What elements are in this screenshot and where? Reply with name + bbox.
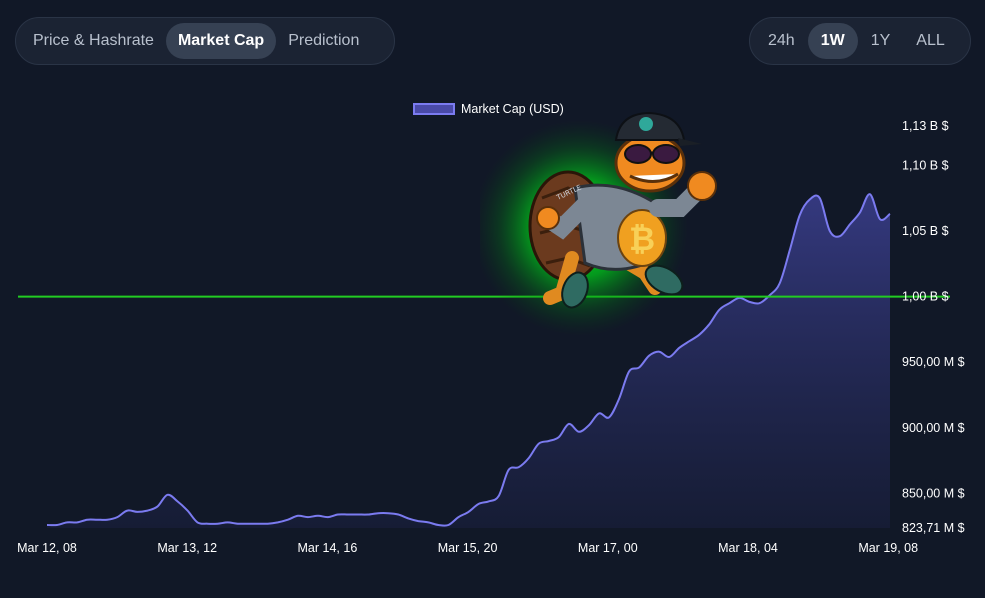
tab-market-cap[interactable]: Market Cap: [165, 23, 277, 59]
timeframe-24h[interactable]: 24h: [768, 32, 795, 49]
y-tick-label: 1,10 B $: [902, 158, 949, 172]
y-tick-label: 1,13 B $: [902, 119, 949, 133]
y-tick-label: 900,00 M $: [902, 421, 965, 435]
legend-label: Market Cap (USD): [461, 102, 564, 116]
market-cap-chart: 823,71 M $ 850,00 M $ 900,00 M $ 950,00 M $…: [17, 119, 965, 555]
y-tick-label: 850,00 M $: [902, 486, 965, 500]
y-tick-label: 823,71 M $: [902, 521, 965, 535]
legend-swatch: [413, 103, 455, 115]
x-tick-label: Mar 17, 00: [578, 541, 638, 555]
y-tick-label: 1,00 B $: [902, 290, 949, 304]
svg-text:₿: ₿: [629, 220, 655, 258]
x-tick-label: Mar 13, 12: [157, 541, 217, 555]
timeframe-tab-group: 24h 1W 1Y ALL: [749, 17, 971, 65]
market-cap-area: [47, 194, 890, 529]
x-tick-label: Mar 12, 08: [17, 541, 77, 555]
timeframe-1y[interactable]: 1Y: [870, 32, 891, 49]
timeframe-1w[interactable]: 1W: [807, 23, 858, 59]
y-tick-label: 950,00 M $: [902, 355, 965, 369]
turtle-mascot-icon: ₿ TURTLE: [480, 111, 717, 336]
x-tick-label: Mar 14, 16: [298, 541, 358, 555]
timeframe-all[interactable]: ALL: [916, 32, 945, 49]
tab-prediction[interactable]: Prediction: [288, 32, 360, 49]
chart-legend[interactable]: Market Cap (USD): [413, 100, 564, 118]
x-tick-label: Mar 18, 04: [718, 541, 778, 555]
x-tick-label: Mar 19, 08: [858, 541, 918, 555]
view-tab-group: Price & Hashrate Market Cap Prediction: [15, 17, 395, 65]
market-cap-line: [46, 193, 891, 527]
tab-price-hashrate[interactable]: Price & Hashrate: [33, 32, 154, 49]
y-tick-label: 1,05 B $: [902, 224, 949, 238]
x-tick-label: Mar 15, 20: [438, 541, 498, 555]
